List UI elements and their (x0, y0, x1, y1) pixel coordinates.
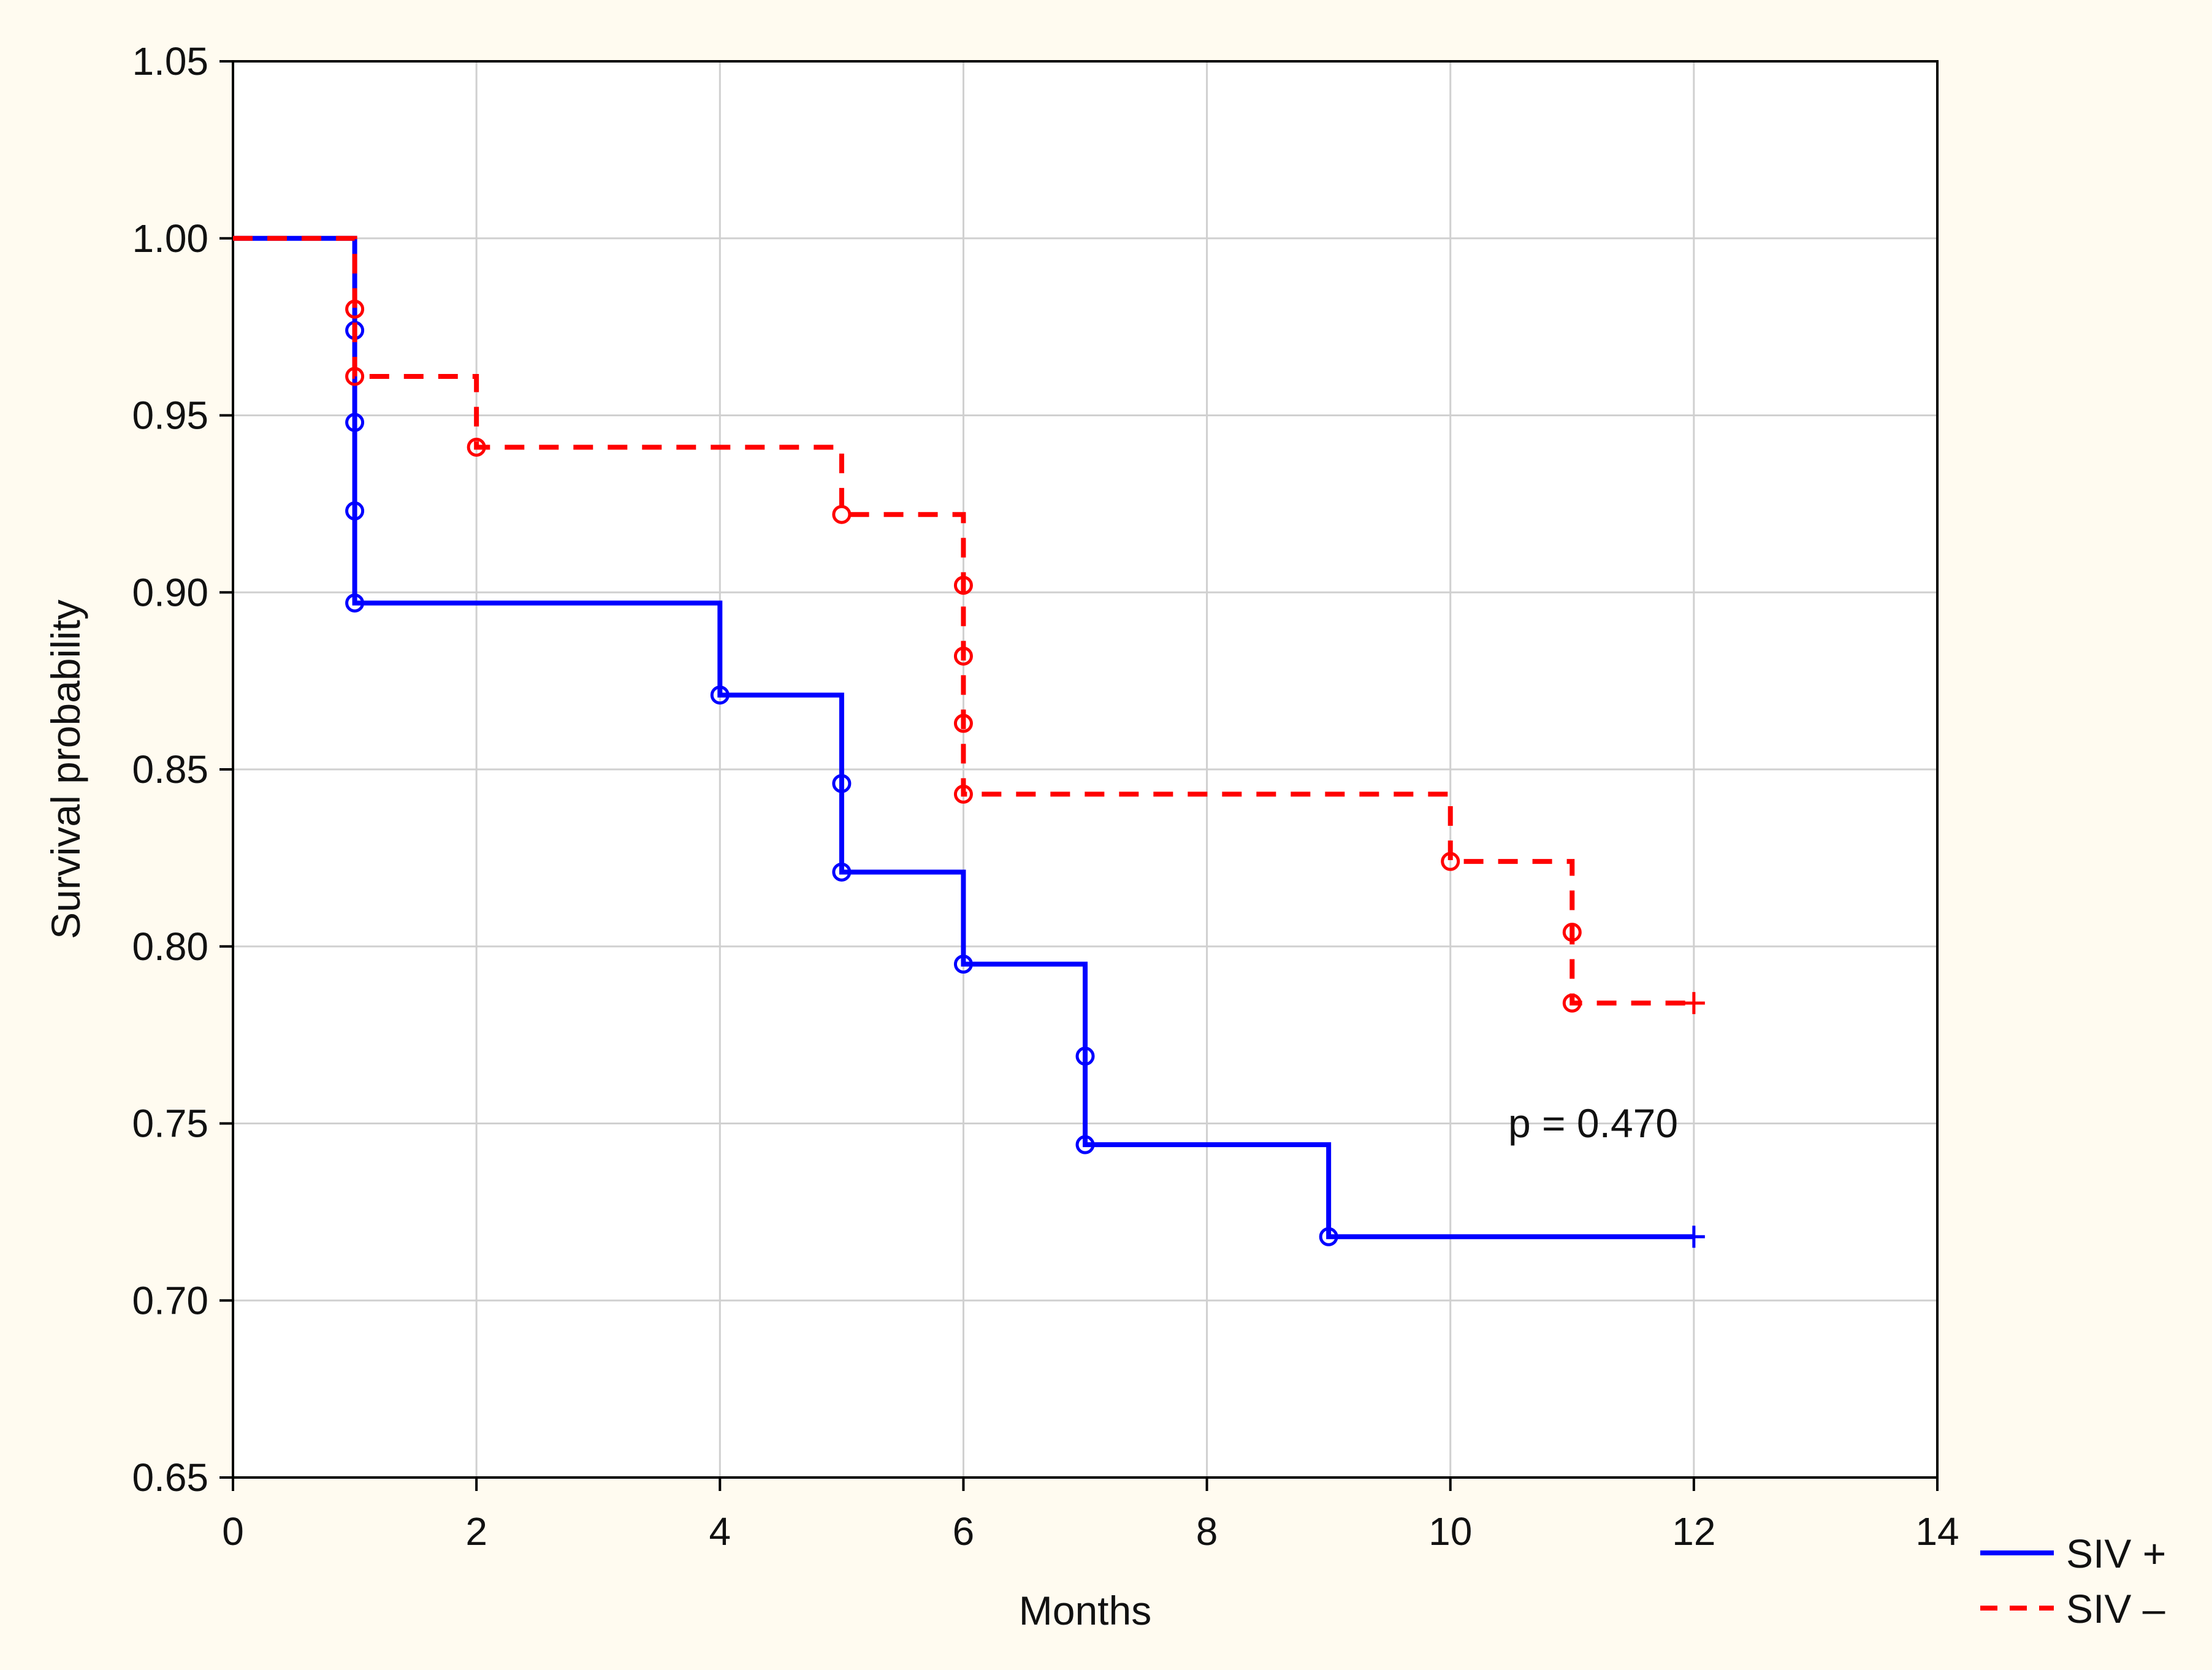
x-tick-label: 4 (709, 1509, 731, 1554)
event-marker (345, 299, 365, 319)
legend-item: SIV + (1980, 1531, 2166, 1576)
censor-marker (1682, 1226, 1705, 1248)
y-tick-label: 0.80 (132, 925, 208, 969)
series-2 (233, 235, 1705, 1015)
event-marker (832, 505, 852, 524)
event-marker (832, 774, 852, 793)
y-tick-label: 0.65 (132, 1455, 208, 1500)
event-marker (1562, 923, 1582, 942)
event-marker (1562, 993, 1582, 1013)
event-marker (345, 593, 365, 613)
y-tick-label: 0.85 (132, 747, 208, 791)
legend-label: SIV – (2066, 1586, 2165, 1631)
x-tick-label: 10 (1428, 1509, 1472, 1554)
y-tick-label: 1.00 (132, 216, 208, 261)
event-marker (953, 784, 973, 804)
event-marker (832, 862, 852, 882)
event-marker (1319, 1227, 1338, 1246)
censor-marker (1682, 992, 1705, 1015)
event-marker (710, 685, 730, 705)
event-marker (345, 413, 365, 432)
event-marker (345, 501, 365, 520)
x-tick-label: 6 (953, 1509, 975, 1554)
y-tick-labels: 0.65 0.70 0.75 0.80 0.85 0.90 0.95 1.00 1.05 (132, 39, 233, 1500)
event-marker (953, 576, 973, 595)
x-tick-label: 12 (1672, 1509, 1715, 1554)
x-tick-label: 0 (222, 1509, 244, 1554)
y-tick-label: 0.75 (132, 1102, 208, 1146)
y-axis-label: Survival probability (43, 600, 88, 939)
x-tick-label: 2 (465, 1509, 487, 1554)
event-marker (467, 437, 486, 457)
x-tick-label: 8 (1196, 1509, 1218, 1554)
y-tick-label: 0.90 (132, 570, 208, 614)
x-axis-label: Months (1019, 1588, 1151, 1633)
y-tick-label: 1.05 (132, 39, 208, 83)
y-tick-label: 0.95 (132, 394, 208, 438)
event-marker (953, 714, 973, 733)
event-marker (953, 955, 973, 974)
legend-item: SIV – (1980, 1586, 2165, 1631)
x-tick-label: 14 (1915, 1509, 1959, 1554)
event-marker (1075, 1135, 1095, 1154)
p-value-annotation: p = 0.470 (1508, 1100, 1678, 1146)
series-1 (233, 235, 1705, 1248)
grid-lines (233, 61, 1937, 1477)
event-marker (1441, 852, 1460, 871)
event-marker (345, 367, 365, 386)
legend: SIV + SIV – (1980, 1531, 2166, 1631)
x-tick-labels: 0 2 4 6 8 10 12 14 (222, 1477, 1959, 1554)
series-line (233, 235, 1694, 1240)
series-line (233, 235, 1694, 1006)
series-layer (233, 235, 1705, 1248)
event-marker (1075, 1047, 1095, 1066)
y-tick-label: 0.70 (132, 1278, 208, 1322)
event-marker (953, 646, 973, 666)
legend-label: SIV + (2066, 1531, 2166, 1576)
